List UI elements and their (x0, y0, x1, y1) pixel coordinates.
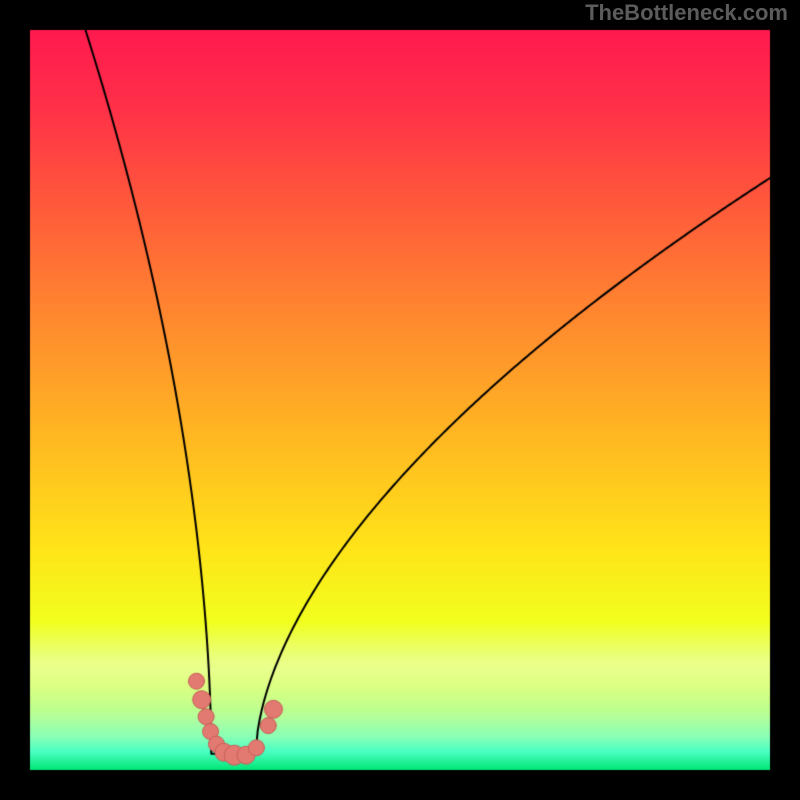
chart-stage: TheBottleneck.com (0, 0, 800, 800)
bottleneck-chart-canvas (0, 0, 800, 800)
watermark-text: TheBottleneck.com (585, 0, 788, 26)
